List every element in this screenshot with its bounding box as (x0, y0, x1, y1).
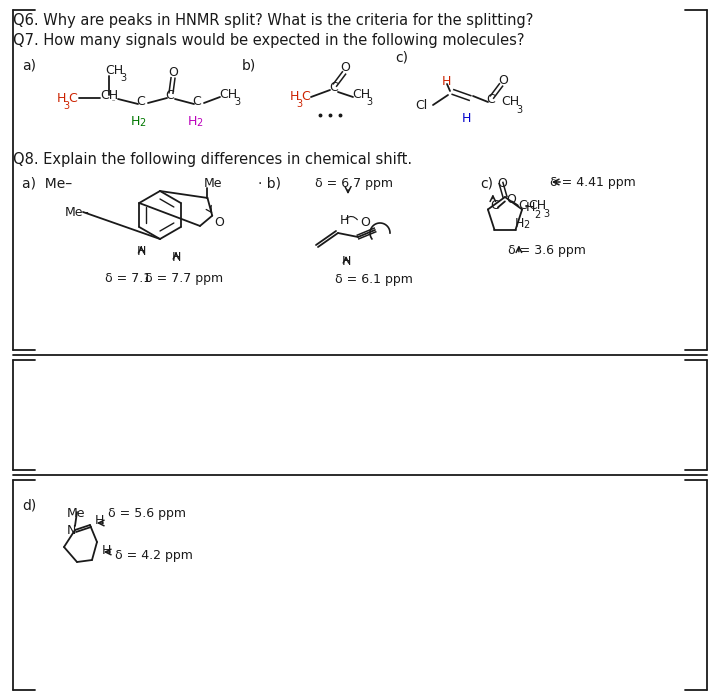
Text: δ = 7.1: δ = 7.1 (105, 272, 151, 285)
Text: O: O (506, 193, 516, 206)
Text: O: O (168, 66, 178, 79)
Text: δ = 6.1 ppm: δ = 6.1 ppm (335, 273, 413, 286)
Text: H: H (172, 251, 181, 264)
Text: CH: CH (501, 95, 519, 107)
Text: CH: CH (352, 88, 370, 100)
Text: Me–: Me– (65, 206, 90, 218)
Text: H: H (290, 89, 300, 102)
Text: C: C (165, 89, 174, 102)
Text: 2: 2 (534, 210, 540, 220)
Text: Q7. How many signals would be expected in the following molecules?: Q7. How many signals would be expected i… (13, 33, 524, 48)
Text: CH: CH (100, 89, 118, 102)
Text: 2: 2 (196, 118, 202, 128)
Text: C: C (301, 89, 310, 102)
Text: Cl: Cl (415, 98, 427, 112)
Text: CH: CH (219, 88, 237, 100)
Text: c): c) (395, 50, 408, 64)
Text: H: H (102, 544, 112, 556)
Text: Q6. Why are peaks in HNMR split? What is the criteria for the splitting?: Q6. Why are peaks in HNMR split? What is… (13, 13, 534, 28)
Text: O: O (340, 61, 350, 73)
Text: O: O (498, 73, 508, 86)
Text: δ = 3.6 ppm: δ = 3.6 ppm (508, 245, 586, 257)
Text: H: H (462, 112, 472, 125)
Text: d): d) (22, 498, 36, 512)
Text: H: H (188, 115, 197, 128)
Text: 3: 3 (296, 99, 302, 109)
Text: O: O (360, 215, 370, 229)
Text: 2: 2 (139, 118, 145, 128)
Text: H: H (57, 91, 66, 105)
Text: O: O (215, 215, 224, 229)
Text: C: C (490, 199, 499, 212)
Text: δ = 5.6 ppm: δ = 5.6 ppm (108, 507, 186, 519)
Text: H: H (342, 255, 351, 268)
Text: 3: 3 (63, 101, 69, 111)
Text: H: H (131, 115, 140, 128)
Text: H: H (515, 217, 524, 231)
Text: H: H (442, 75, 451, 88)
Text: C: C (329, 80, 338, 93)
Text: CH: CH (105, 63, 123, 77)
Text: C: C (136, 95, 145, 107)
Text: H: H (138, 245, 147, 258)
Text: 3: 3 (516, 105, 522, 115)
Text: 3: 3 (120, 73, 126, 83)
Text: a): a) (22, 58, 36, 72)
Text: C: C (68, 91, 77, 105)
Text: Me: Me (67, 507, 86, 520)
Text: 3: 3 (234, 97, 240, 107)
Text: 3: 3 (543, 209, 549, 220)
Text: c): c) (480, 176, 493, 190)
Text: 2: 2 (523, 220, 529, 231)
Text: N: N (67, 523, 76, 537)
Text: δ = 7.7 ppm: δ = 7.7 ppm (137, 272, 223, 285)
Text: H: H (526, 201, 536, 213)
Text: δ = 4.2 ppm: δ = 4.2 ppm (115, 549, 193, 562)
Text: Me: Me (204, 178, 222, 190)
Text: C: C (192, 95, 201, 107)
Text: δ = 6.7 ppm: δ = 6.7 ppm (315, 177, 393, 190)
Text: C: C (486, 93, 495, 105)
Text: H: H (95, 514, 104, 528)
Text: O: O (497, 176, 507, 190)
Text: a)  Me–: a) Me– (22, 176, 72, 190)
Text: Q8. Explain the following differences in chemical shift.: Q8. Explain the following differences in… (13, 152, 412, 167)
Text: C: C (518, 199, 526, 212)
Text: CH: CH (528, 199, 546, 212)
Text: δ = 4.41 ppm: δ = 4.41 ppm (550, 176, 636, 188)
Text: H: H (340, 213, 349, 227)
Text: 3: 3 (366, 97, 372, 107)
Text: · b): · b) (258, 176, 281, 190)
Text: b): b) (242, 58, 256, 72)
